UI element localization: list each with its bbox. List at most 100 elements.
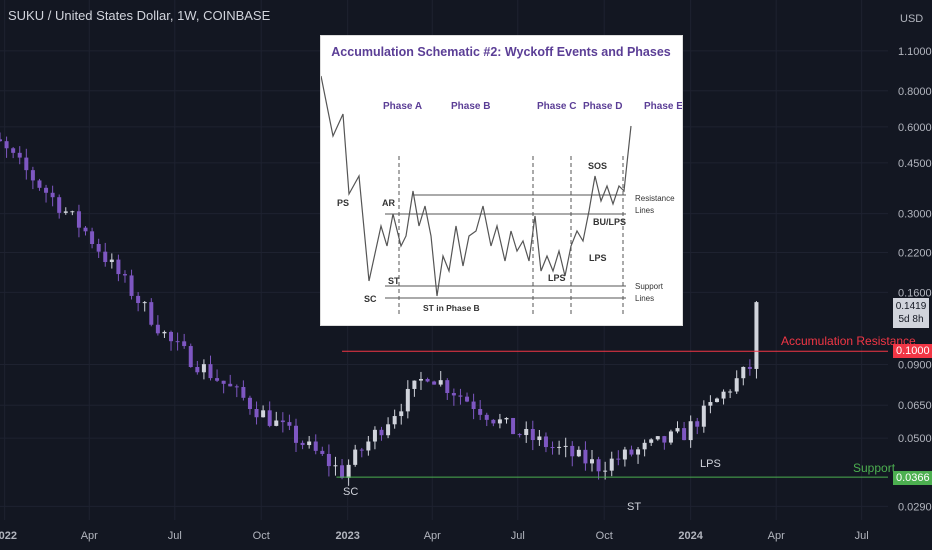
candle bbox=[662, 435, 667, 450]
svg-text:LPS: LPS bbox=[589, 253, 607, 263]
svg-text:Phase A: Phase A bbox=[383, 101, 422, 112]
candle bbox=[280, 412, 285, 433]
candle bbox=[734, 370, 739, 394]
candle bbox=[688, 415, 693, 448]
candle bbox=[195, 360, 200, 375]
candle bbox=[90, 227, 95, 249]
candle bbox=[629, 445, 634, 457]
x-tick-label: Apr bbox=[81, 530, 98, 542]
candle bbox=[201, 359, 206, 380]
svg-text:LPS: LPS bbox=[548, 273, 566, 283]
price-tag: 0.1419 5d 8h bbox=[893, 298, 929, 328]
candle bbox=[471, 393, 476, 420]
candle bbox=[682, 421, 687, 441]
y-tick-label: 0.0900 bbox=[898, 359, 932, 371]
candle bbox=[17, 146, 22, 165]
candle bbox=[30, 166, 35, 190]
x-tick-label: Jul bbox=[168, 530, 182, 542]
candle bbox=[359, 447, 364, 458]
candle bbox=[261, 405, 266, 418]
candle bbox=[234, 384, 239, 398]
candle bbox=[530, 420, 535, 451]
candle bbox=[182, 333, 187, 349]
price-tag-countdown: 5d 8h bbox=[898, 314, 924, 325]
candle bbox=[241, 380, 246, 401]
candle bbox=[63, 207, 68, 215]
candle bbox=[511, 417, 516, 435]
candle bbox=[491, 419, 496, 427]
candle bbox=[432, 380, 437, 385]
candle bbox=[50, 185, 55, 207]
candle bbox=[478, 400, 483, 421]
candle bbox=[129, 269, 134, 300]
candle bbox=[333, 456, 338, 476]
candle bbox=[96, 238, 101, 258]
candle bbox=[287, 414, 292, 431]
candle bbox=[155, 315, 160, 336]
candle bbox=[747, 359, 752, 376]
y-tick-label: 0.0290 bbox=[898, 501, 932, 513]
candle bbox=[418, 371, 423, 390]
currency-label[interactable]: USD bbox=[900, 13, 924, 25]
candle bbox=[221, 380, 226, 394]
candle bbox=[701, 400, 706, 433]
candle bbox=[465, 392, 470, 403]
candle bbox=[728, 389, 733, 399]
svg-text:Lines: Lines bbox=[635, 206, 654, 215]
candle bbox=[524, 421, 529, 443]
candle bbox=[162, 330, 167, 338]
candle bbox=[550, 441, 555, 455]
candle bbox=[451, 388, 456, 406]
x-tick-label: 2024 bbox=[678, 530, 703, 542]
x-tick-label: 2023 bbox=[335, 530, 359, 542]
candle bbox=[366, 436, 371, 456]
candle bbox=[754, 301, 759, 379]
svg-text:Phase D: Phase D bbox=[583, 101, 622, 112]
candle bbox=[386, 417, 391, 439]
candle bbox=[504, 417, 509, 424]
candle bbox=[655, 436, 660, 441]
candles bbox=[0, 132, 759, 486]
svg-text:BU/LPS: BU/LPS bbox=[593, 217, 626, 227]
candle bbox=[326, 444, 331, 477]
support-label: Support bbox=[853, 461, 896, 475]
y-tick-label: 0.2200 bbox=[898, 248, 932, 260]
candle bbox=[300, 440, 305, 450]
resistance-label: Accumulation Resistance bbox=[781, 334, 916, 348]
candle bbox=[247, 395, 252, 415]
candle bbox=[254, 401, 259, 425]
candle bbox=[307, 436, 312, 449]
schematic-title: Accumulation Schematic #2: Wyckoff Event… bbox=[331, 45, 671, 59]
candle bbox=[622, 446, 627, 467]
candle bbox=[149, 298, 154, 327]
x-tick-label: Oct bbox=[596, 530, 613, 542]
st-label: ST bbox=[627, 501, 641, 513]
candle bbox=[557, 440, 562, 455]
candle bbox=[438, 371, 443, 387]
candle bbox=[76, 204, 81, 238]
candle bbox=[294, 418, 298, 453]
candle bbox=[517, 433, 522, 438]
candle bbox=[353, 444, 358, 467]
y-axis: 1.1000 0.8000 0.6000 0.4500 0.3000 0.2200 0.16… bbox=[898, 46, 932, 513]
candle bbox=[399, 403, 404, 425]
y-tick-label: 0.0500 bbox=[898, 433, 932, 445]
lps-label: LPS bbox=[700, 458, 721, 470]
candle bbox=[169, 330, 174, 351]
candle bbox=[590, 450, 594, 472]
x-axis: 2022 Apr Jul Oct 2023 Apr Jul Oct 2024 Apr Jul bbox=[0, 530, 869, 542]
svg-text:Support: Support bbox=[635, 282, 664, 291]
svg-text:Phase E: Phase E bbox=[644, 101, 682, 112]
svg-text:Resistance: Resistance bbox=[635, 194, 675, 203]
candle bbox=[714, 397, 719, 403]
candle bbox=[708, 395, 713, 414]
candle bbox=[570, 441, 575, 467]
wyckoff-schematic: Accumulation Schematic #2: Wyckoff Event… bbox=[320, 35, 683, 326]
candle bbox=[668, 429, 673, 445]
resistance-value-tag: 0.1000 bbox=[893, 344, 932, 358]
candle bbox=[175, 332, 180, 351]
candle bbox=[458, 388, 463, 405]
candle bbox=[649, 438, 654, 446]
candle bbox=[208, 355, 213, 381]
